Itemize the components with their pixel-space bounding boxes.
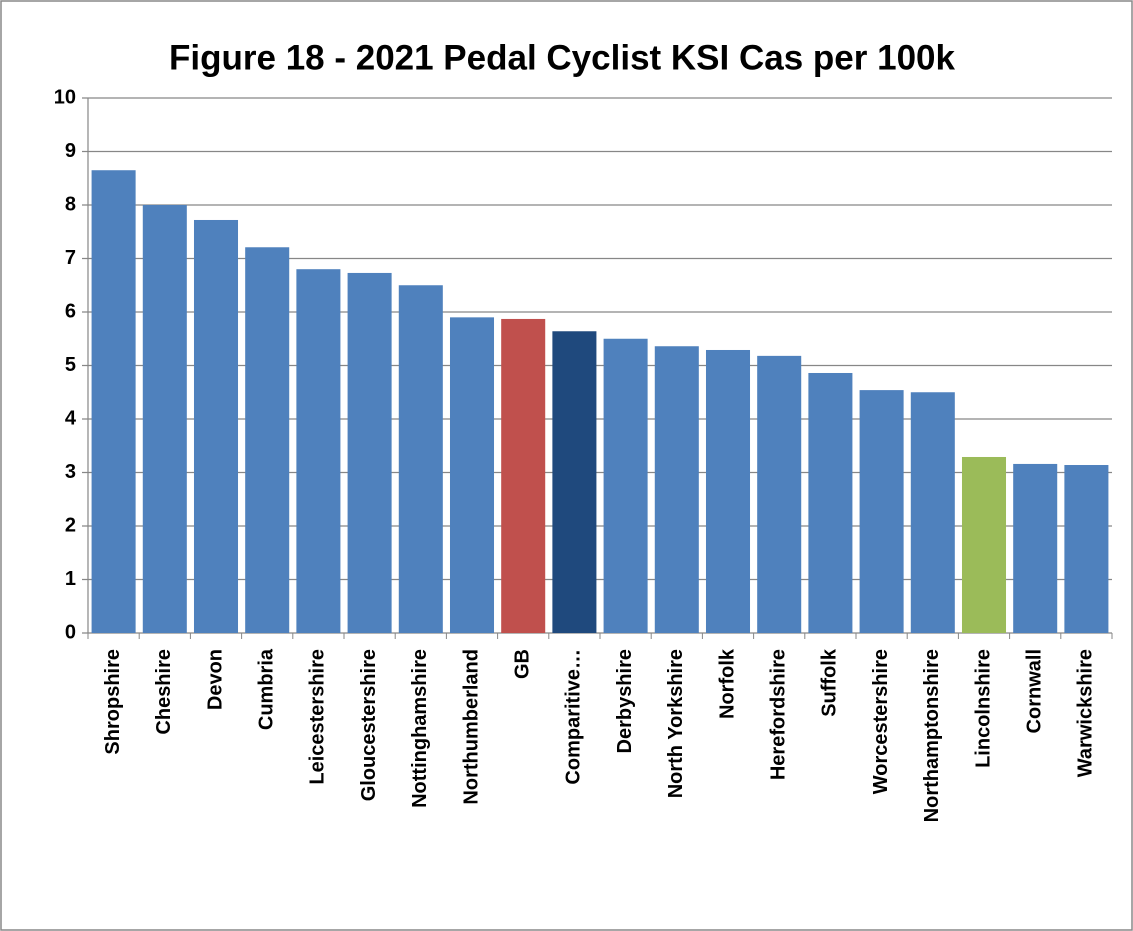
x-tick-label: Suffolk xyxy=(819,648,841,717)
y-tick-label: 8 xyxy=(65,193,76,215)
bar xyxy=(347,272,392,633)
bar xyxy=(91,170,136,633)
bar xyxy=(961,456,1007,633)
bar xyxy=(449,317,495,633)
y-tick-label: 5 xyxy=(65,354,76,376)
x-tick-label: North Yorkshire xyxy=(665,649,687,798)
bar xyxy=(757,355,802,633)
x-tick-label: Northamptonshire xyxy=(921,649,943,822)
bar xyxy=(398,285,443,633)
bar xyxy=(193,219,239,634)
x-tick-label: Cornwall xyxy=(1023,649,1045,733)
bar xyxy=(1064,465,1109,633)
x-tick-label: Comparitive… xyxy=(563,649,585,785)
bar xyxy=(552,331,597,633)
y-tick-label: 2 xyxy=(65,514,76,536)
y-tick-label: 1 xyxy=(65,568,76,590)
y-tick-label: 0 xyxy=(65,621,76,643)
x-tick-label: Lincolnshire xyxy=(972,649,994,768)
bar xyxy=(808,372,853,633)
x-tick-label: Devon xyxy=(204,649,226,710)
bar xyxy=(705,349,751,633)
bar xyxy=(603,338,648,633)
bar xyxy=(501,318,546,633)
x-tick-label: Herefordshire xyxy=(767,649,789,780)
y-tick-label: 7 xyxy=(65,247,76,269)
x-tick-label: Warwickshire xyxy=(1075,649,1097,777)
x-tick-label: Northumberland xyxy=(460,649,482,805)
x-tick-label: Leicestershire xyxy=(307,649,329,785)
x-tick-label: Derbyshire xyxy=(614,649,636,754)
bar xyxy=(245,247,290,633)
x-tick-label: Norfolk xyxy=(716,648,738,719)
y-tick-label: 3 xyxy=(65,461,76,483)
bar xyxy=(296,269,341,633)
x-tick-label: Gloucestershire xyxy=(358,649,380,801)
x-tick-label: Worcestershire xyxy=(870,649,892,794)
x-tick-label: GB xyxy=(511,649,533,679)
bar xyxy=(910,392,955,633)
x-tick-label: Cumbria xyxy=(255,648,277,730)
x-tick-label: Shropshire xyxy=(102,649,124,755)
chart-title: Figure 18 - 2021 Pedal Cyclist KSI Cas p… xyxy=(169,38,955,77)
y-tick-label: 6 xyxy=(65,300,76,322)
y-tick-label: 10 xyxy=(54,86,76,108)
bar xyxy=(142,205,187,633)
bar xyxy=(1013,463,1058,633)
bar xyxy=(654,346,699,633)
bar xyxy=(859,390,904,633)
y-tick-label: 4 xyxy=(65,407,77,429)
x-tick-label: Nottinghamshire xyxy=(409,649,431,808)
y-tick-label: 9 xyxy=(65,140,76,162)
x-tick-label: Cheshire xyxy=(153,649,175,735)
